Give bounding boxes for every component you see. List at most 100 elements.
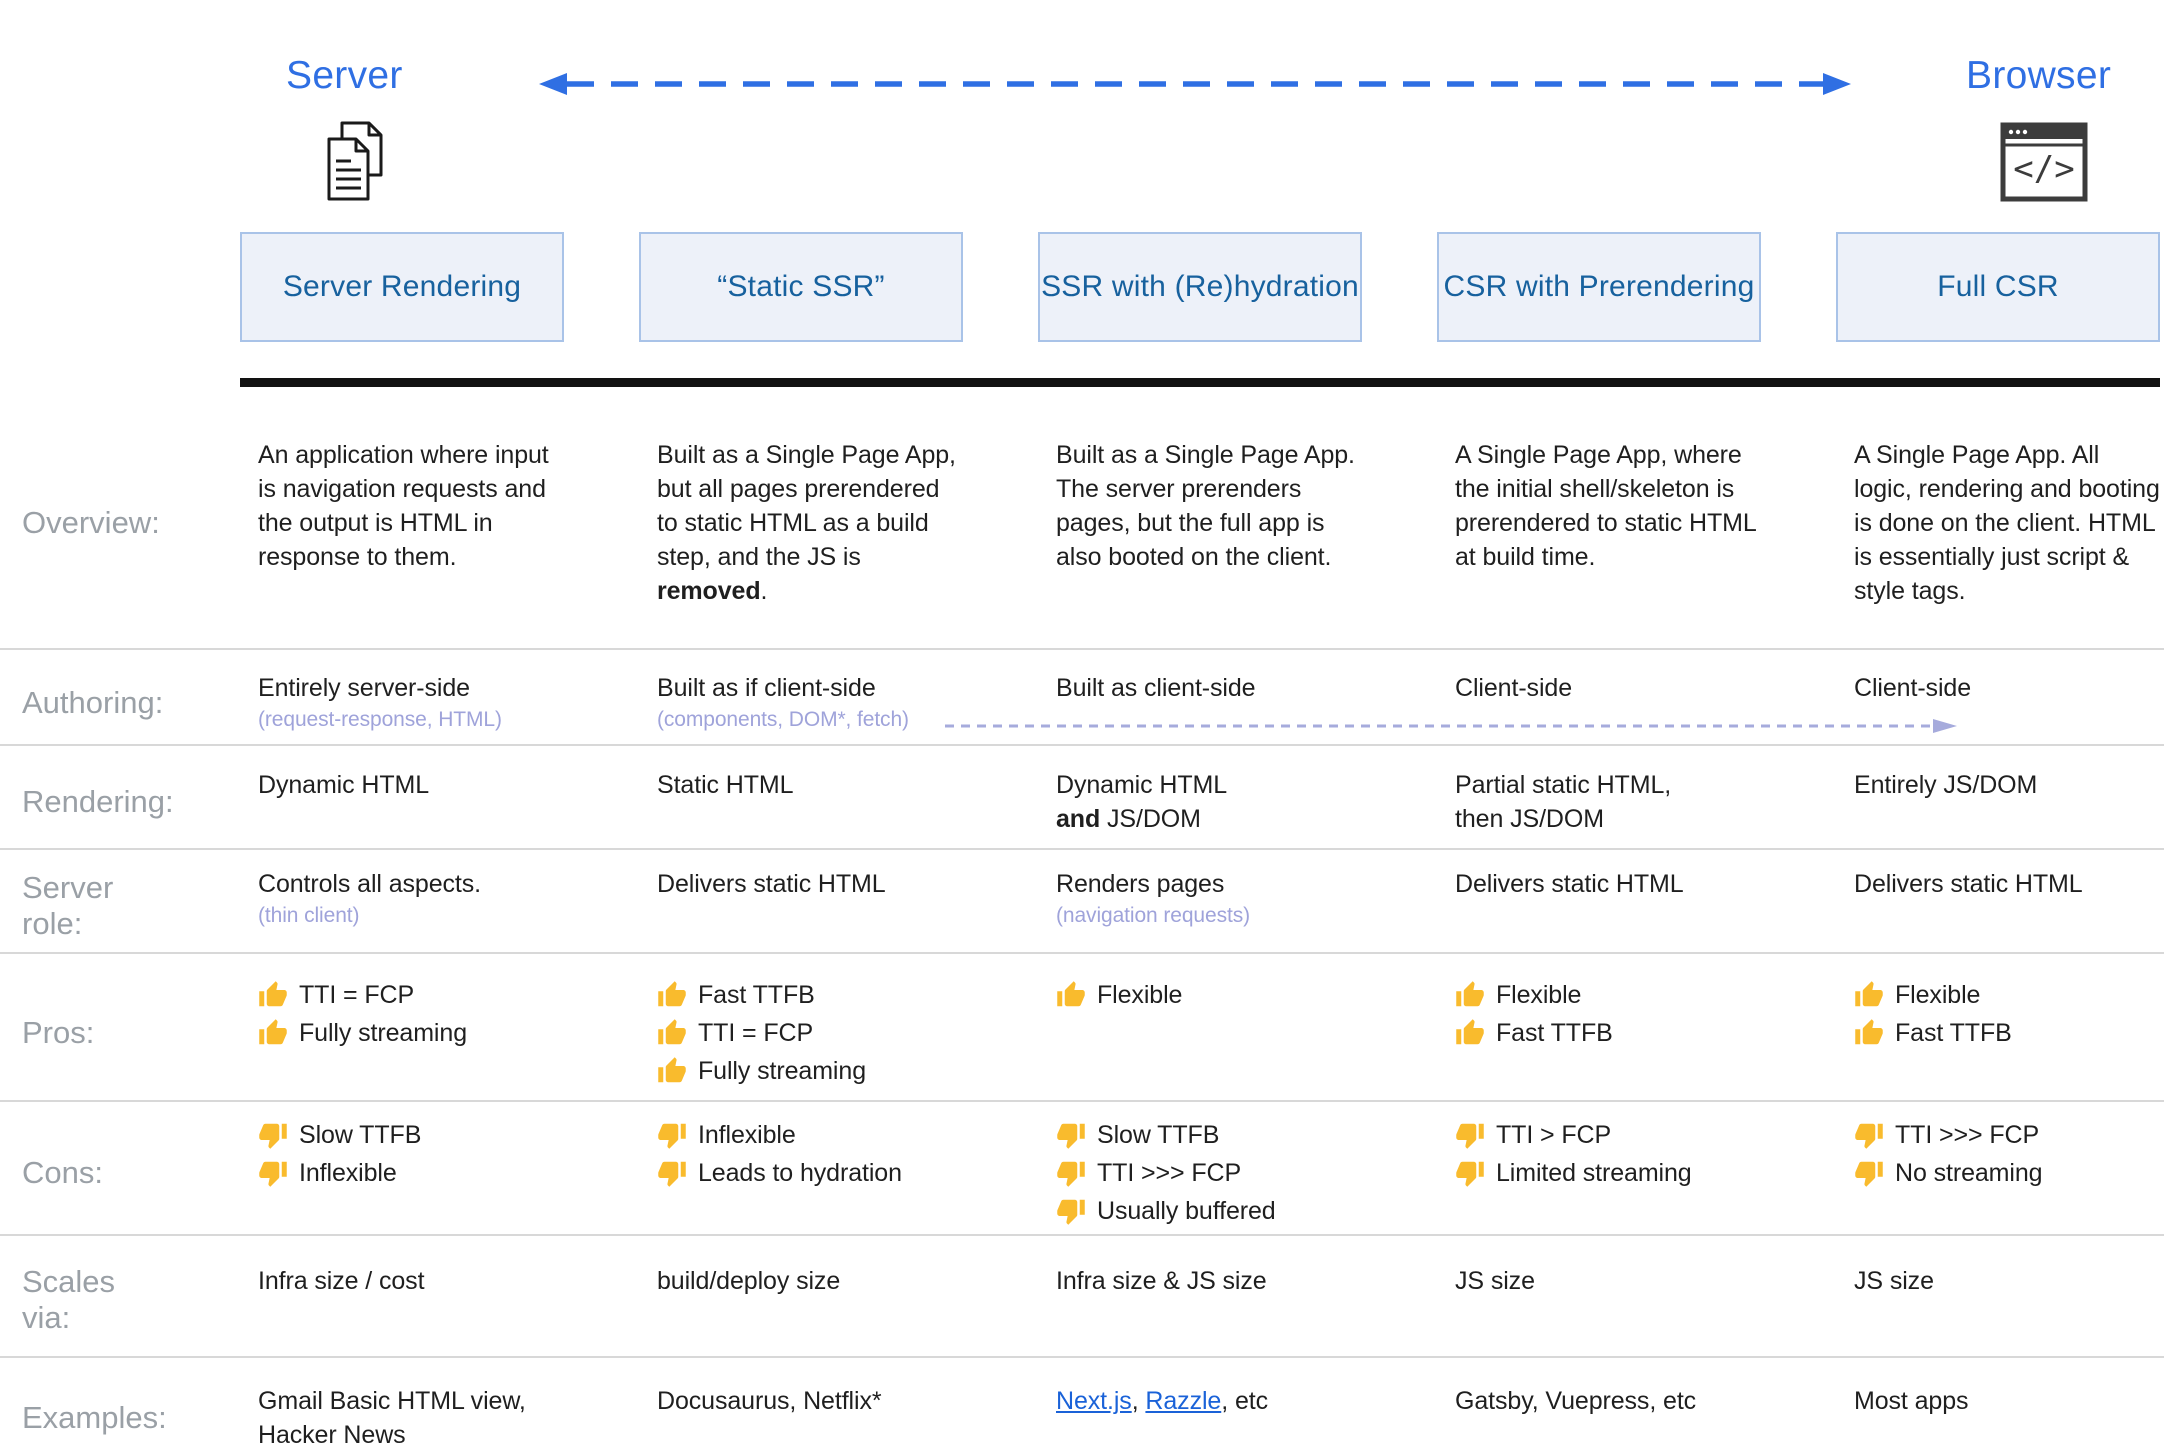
cell-pros-full-csr: Flexible Fast TTFB [1836, 976, 2160, 1090]
pro-item: Fast TTFB [657, 976, 963, 1014]
authoring-subtext: (request-response, HTML) [258, 708, 502, 731]
cell-authoring-server-rendering: Entirely server-side (request-response, … [240, 674, 564, 732]
cell-examples-csr-prerendering: Gatsby, Vuepress, etc [1455, 1387, 1697, 1415]
client-side-dashed-arrow-icon [945, 719, 1957, 733]
thumbs-down-icon [258, 1120, 288, 1150]
thumbs-up-icon [258, 1018, 288, 1048]
cell-cons-csr-prerendering: TTI > FCP Limited streaming [1437, 1116, 1761, 1230]
row-label-pros: Pros: [22, 1015, 95, 1050]
thumbs-up-icon [1056, 980, 1086, 1010]
row-label-server-role: Server role: [22, 870, 114, 941]
cell-overview-ssr-rehydration: Built as a Single Page App. The server p… [1056, 441, 1355, 571]
header: Server Browser [0, 0, 2164, 392]
cell-cons-ssr-rehydration: Slow TTFB TTI >>> FCP Usually buffered [1038, 1116, 1362, 1230]
row-pros: Pros: TTI = FCP Fully streaming Fast TTF… [0, 952, 2164, 1100]
column-headers: Server Rendering “Static SSR” SSR with (… [0, 232, 2160, 342]
row-authoring: Authoring: Entirely server-side (request… [0, 648, 2164, 744]
con-item: TTI > FCP [1455, 1116, 1761, 1154]
cell-examples-full-csr: Most apps [1854, 1387, 1969, 1415]
nextjs-link[interactable]: Next.js [1056, 1387, 1132, 1415]
cell-server-role-csr-prerendering: Delivers static HTML [1455, 870, 1684, 898]
cell-authoring-full-csr: Client-side [1854, 674, 1972, 702]
pro-item: Flexible [1854, 976, 2160, 1014]
cell-authoring-csr-prerendering: Client-side [1455, 674, 1573, 702]
cell-pros-server-rendering: TTI = FCP Fully streaming [240, 976, 564, 1090]
thumbs-up-icon [657, 980, 687, 1010]
thumbs-down-icon [1455, 1158, 1485, 1188]
row-label-scales-via: Scales via: [22, 1264, 116, 1335]
con-item: TTI >>> FCP [1056, 1154, 1362, 1192]
pro-item: Fully streaming [258, 1014, 564, 1052]
thumbs-up-icon [1854, 980, 1884, 1010]
cell-authoring-static-ssr: Built as if client-side (components, DOM… [639, 674, 963, 732]
cell-scales-ssr-rehydration: Infra size & JS size [1056, 1267, 1267, 1295]
browser-axis-label: Browser [1966, 54, 2112, 97]
thumbs-down-icon [258, 1158, 288, 1188]
server-role-subtext: (navigation requests) [1056, 904, 1251, 927]
pro-item: TTI = FCP [258, 976, 564, 1014]
cell-overview-full-csr: A Single Page App. All logic, rendering … [1854, 441, 2160, 605]
svg-text:</>: </> [2013, 149, 2074, 189]
con-item: Inflexible [258, 1154, 564, 1192]
row-label-cons: Cons: [22, 1155, 103, 1190]
thumbs-up-icon [657, 1056, 687, 1086]
column-header-csr-prerendering: CSR with Prerendering [1437, 232, 1761, 342]
row-rendering: Rendering: Dynamic HTML Static HTML Dyna… [0, 744, 2164, 848]
thumbs-down-icon [1056, 1196, 1086, 1226]
cell-pros-csr-prerendering: Flexible Fast TTFB [1437, 976, 1761, 1090]
row-cons: Cons: Slow TTFB Inflexible Inflexible Le… [0, 1100, 2164, 1234]
thumbs-up-icon [1854, 1018, 1884, 1048]
server-axis-label: Server [286, 54, 403, 97]
pro-item: Flexible [1056, 976, 1362, 1014]
razzle-link[interactable]: Razzle [1145, 1387, 1222, 1415]
cell-server-role-full-csr: Delivers static HTML [1854, 870, 2083, 898]
pro-item: Flexible [1455, 976, 1761, 1014]
con-item: Slow TTFB [1056, 1116, 1362, 1154]
row-label-rendering: Rendering: [22, 784, 174, 819]
con-item: No streaming [1854, 1154, 2160, 1192]
pro-item: Fast TTFB [1854, 1014, 2160, 1052]
cell-overview-csr-prerendering: A Single Page App, where the initial she… [1455, 441, 1756, 571]
row-server-role: Server role: Controls all aspects. (thin… [0, 848, 2164, 952]
server-role-subtext: (thin client) [258, 904, 360, 927]
thumbs-up-icon [1455, 1018, 1485, 1048]
cell-scales-server-rendering: Infra size / cost [258, 1267, 425, 1295]
con-item: TTI >>> FCP [1854, 1116, 2160, 1154]
cell-rendering-static-ssr: Static HTML [657, 771, 794, 799]
pro-item: TTI = FCP [657, 1014, 963, 1052]
header-divider [240, 378, 2160, 387]
pro-item: Fast TTFB [1455, 1014, 1761, 1052]
row-overview: Overview: An application where input is … [0, 392, 2164, 648]
row-scales-via: Scales via: Infra size / cost build/depl… [0, 1234, 2164, 1356]
thumbs-down-icon [657, 1120, 687, 1150]
cell-overview-server-rendering: An application where input is navigation… [258, 441, 549, 571]
cell-server-role-server-rendering: Controls all aspects. (thin client) [240, 870, 564, 942]
con-item: Inflexible [657, 1116, 963, 1154]
row-examples: Examples: Gmail Basic HTML view, Hacker … [0, 1356, 2164, 1455]
server-browser-arrow-icon [539, 73, 1851, 95]
documents-icon [327, 121, 383, 201]
column-header-full-csr: Full CSR [1836, 232, 2160, 342]
cell-server-role-static-ssr: Delivers static HTML [657, 870, 886, 898]
thumbs-down-icon [657, 1158, 687, 1188]
cell-cons-full-csr: TTI >>> FCP No streaming [1836, 1116, 2160, 1230]
cell-server-role-ssr-rehydration: Renders pages (navigation requests) [1038, 870, 1362, 942]
cell-scales-static-ssr: build/deploy size [657, 1267, 841, 1295]
cell-rendering-full-csr: Entirely JS/DOM [1854, 771, 2038, 799]
thumbs-down-icon [1854, 1120, 1884, 1150]
cell-pros-static-ssr: Fast TTFB TTI = FCP Fully streaming [639, 976, 963, 1090]
row-label-authoring: Authoring: [22, 685, 164, 720]
cell-authoring-ssr-rehydration: Built as client-side [1056, 674, 1256, 702]
browser-code-icon: </> [2000, 122, 2088, 202]
thumbs-down-icon [1854, 1158, 1884, 1188]
cell-rendering-csr-prerendering: Partial static HTML, then JS/DOM [1455, 771, 1672, 833]
row-label-overview: Overview: [22, 505, 160, 540]
column-header-static-ssr: “Static SSR” [639, 232, 963, 342]
pro-item: Fully streaming [657, 1052, 963, 1090]
cell-rendering-ssr-rehydration: Dynamic HTML and JS/DOM [1056, 771, 1228, 833]
thumbs-down-icon [1056, 1120, 1086, 1150]
thumbs-down-icon [1056, 1158, 1086, 1188]
con-item: Leads to hydration [657, 1154, 963, 1192]
cell-cons-server-rendering: Slow TTFB Inflexible [240, 1116, 564, 1230]
